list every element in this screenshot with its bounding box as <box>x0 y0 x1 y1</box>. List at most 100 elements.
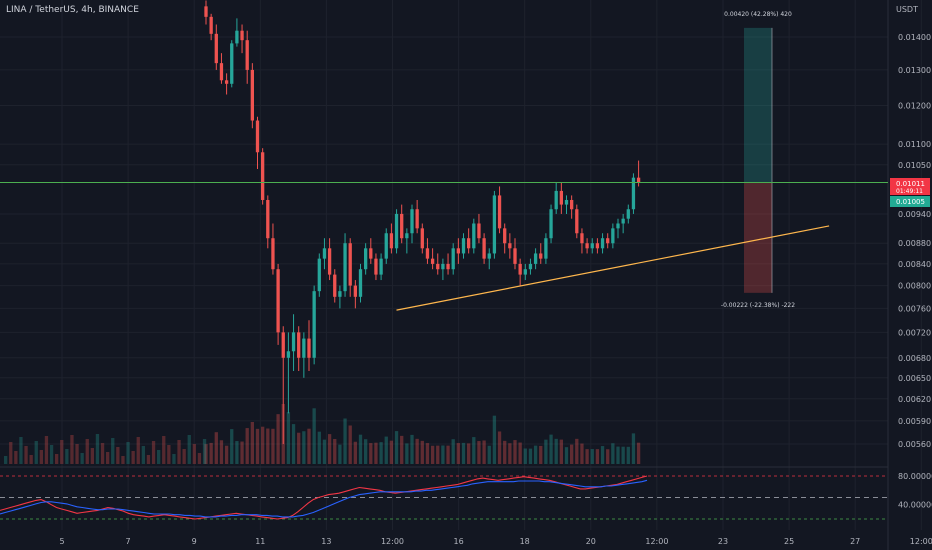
long-position-tool[interactable]: 0.00420 (42.28%) 420 -0.00222 (-22.38%) -… <box>721 11 795 309</box>
time-tick-label: 9 <box>192 537 197 546</box>
volume-bar <box>554 438 558 464</box>
price-tick-label: 0.00620 <box>898 395 931 404</box>
candle-body <box>585 243 589 249</box>
time-tick-label: 18 <box>520 537 530 546</box>
volume-bar <box>410 434 414 464</box>
volume-bar <box>19 437 23 464</box>
price-tick-label: 0.00760 <box>898 304 931 313</box>
candle-body <box>621 218 625 224</box>
price-tick-label: 0.00560 <box>898 440 931 449</box>
volume-bar <box>626 446 630 464</box>
volume-bar <box>327 434 332 464</box>
target-zone <box>744 27 772 183</box>
price-tick-label: 0.00680 <box>898 354 931 363</box>
candle-body <box>446 263 450 270</box>
volume-bar <box>14 451 18 464</box>
time-tick-label: 25 <box>784 537 794 546</box>
volume-bar <box>611 443 615 464</box>
volume-bar <box>39 450 43 464</box>
volume-bar <box>420 440 424 464</box>
candle-body <box>358 269 363 297</box>
volume-bar <box>302 431 306 464</box>
candle-body <box>570 199 574 210</box>
candle-body <box>348 243 352 286</box>
candle-body <box>312 291 316 358</box>
volume-bar <box>441 445 445 464</box>
current-price-value: 0.01011 <box>896 180 925 188</box>
volume-bar <box>204 444 208 464</box>
volume-bar <box>559 439 563 464</box>
candle-body <box>564 199 569 205</box>
candle-body <box>364 248 368 270</box>
candle-body <box>430 258 435 264</box>
entry-price-badge: 0.01005 <box>890 196 930 207</box>
volume-bar <box>70 435 74 464</box>
price-tick-label: 0.00880 <box>898 239 931 248</box>
volume-bar <box>482 440 486 464</box>
volume-bar <box>497 431 502 464</box>
chart-title: LINA / TetherUS, 4h, BINANCE <box>6 5 139 15</box>
volume-bar <box>369 443 373 464</box>
candle-body <box>606 238 610 244</box>
volume-bar <box>513 440 517 464</box>
time-tick-label: 5 <box>59 537 64 546</box>
candle-body <box>497 195 502 229</box>
candle-body <box>389 233 394 249</box>
volume-bar <box>266 428 270 464</box>
candle-body <box>508 243 512 249</box>
volume-bar <box>187 435 191 464</box>
volume-bar <box>451 439 455 464</box>
candle-body <box>487 253 491 259</box>
oscillator-tick-label: 40.000000 <box>898 501 932 510</box>
volume-bar <box>261 426 265 464</box>
volume-bar <box>75 444 79 464</box>
entry-price-value: 0.01005 <box>896 198 925 206</box>
volume-bar <box>291 424 296 464</box>
candle-body <box>302 338 306 358</box>
volume-bar <box>358 434 363 464</box>
volume-bar <box>575 438 579 464</box>
volume-bar <box>539 445 543 464</box>
volume-bar <box>446 445 450 464</box>
candle-body <box>575 209 579 234</box>
volume-bar <box>461 442 466 464</box>
volume-bar <box>348 425 352 464</box>
volume-bar <box>44 436 49 464</box>
volume-bar <box>250 422 254 464</box>
volume-bar <box>116 447 120 464</box>
candle-body <box>595 243 600 249</box>
volume-bar <box>585 449 589 464</box>
volume-bar <box>430 445 435 464</box>
candle-body <box>523 269 527 275</box>
volume-bar <box>616 446 620 464</box>
candle-body <box>513 248 517 264</box>
volume-bar <box>162 436 166 464</box>
volume-bar <box>600 446 605 464</box>
candle-body <box>549 209 553 239</box>
candle-body <box>461 238 466 254</box>
candle-body <box>235 30 239 44</box>
stop-label: -0.00222 (-22.38%) -222 <box>721 302 795 309</box>
volume-bar <box>9 442 13 464</box>
volume-bar <box>456 443 460 464</box>
candle-body <box>266 199 270 239</box>
volume-bar <box>570 444 574 464</box>
volume-bar <box>436 445 440 464</box>
volume-bar <box>364 439 368 464</box>
candle-body <box>240 30 244 41</box>
volume-bar <box>202 439 207 464</box>
volume-bar <box>549 434 553 464</box>
trendline[interactable] <box>396 225 830 311</box>
candle-body <box>400 213 404 239</box>
volume-bar <box>394 431 399 464</box>
price-tick-label: 0.01100 <box>898 140 931 149</box>
candle-body <box>626 209 630 219</box>
volume-bar <box>400 435 404 464</box>
time-tick-label: 13 <box>321 537 331 546</box>
candle-body <box>467 238 471 249</box>
candle-body <box>456 248 460 254</box>
volume-bar <box>240 441 244 464</box>
countdown-value: 01:49:11 <box>896 188 923 195</box>
volume-bar <box>271 428 275 464</box>
